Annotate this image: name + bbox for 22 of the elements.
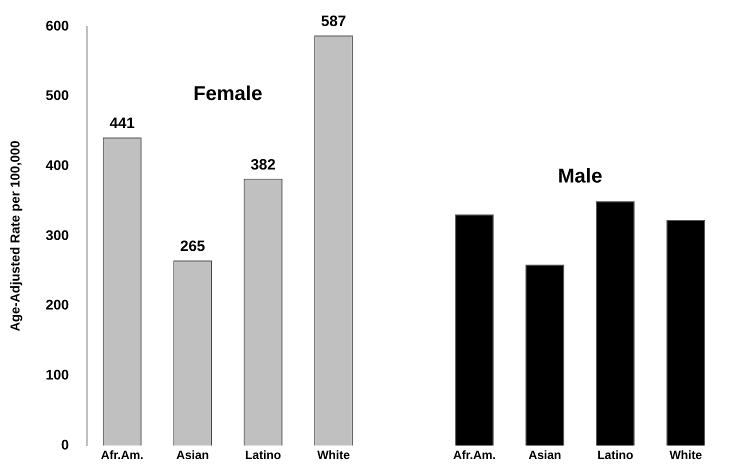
- x-tick-label: Asian: [176, 448, 209, 462]
- x-tick-label: White: [317, 448, 350, 462]
- data-label: 587: [321, 13, 346, 30]
- x-tick-label: Afr.Am.: [100, 448, 144, 462]
- x-tick-label: Asian: [528, 448, 562, 462]
- y-tick-label: 600: [46, 17, 70, 34]
- y-tick-label: 500: [46, 87, 70, 104]
- data-label: 441: [110, 115, 135, 132]
- y-axis-title: Age-Adjusted Rate per 100,000: [7, 140, 22, 332]
- x-tick-label: Latino: [597, 448, 634, 462]
- y-tick-label: 200: [46, 296, 70, 313]
- y-tick-label: 300: [46, 226, 70, 243]
- series-label: Male: [558, 166, 602, 188]
- x-tick-label: White: [669, 448, 702, 462]
- y-tick-label: 0: [61, 436, 70, 452]
- x-tick-label: Afr.Am.: [453, 448, 496, 462]
- data-label: 382: [250, 156, 276, 174]
- x-tick-label: Latino: [245, 448, 282, 462]
- text: Female: [193, 82, 262, 105]
- y-tick-label: 100: [46, 366, 70, 383]
- data-label: 265: [180, 238, 206, 256]
- y-tick-label: 400: [46, 156, 70, 173]
